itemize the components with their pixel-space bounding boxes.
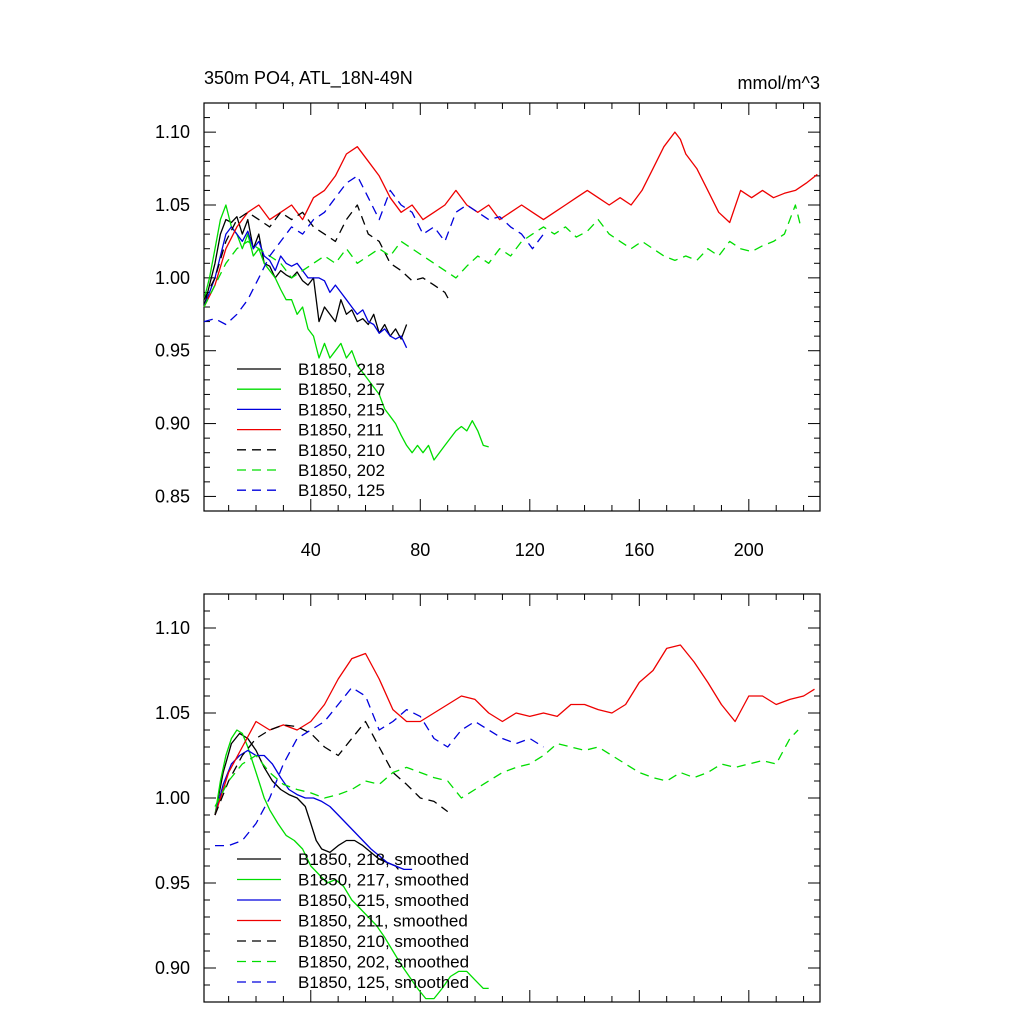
y-tick-label: 1.00 (155, 268, 190, 288)
x-tick-label: 80 (410, 540, 430, 560)
y-tick-label: 0.95 (155, 341, 190, 361)
legend-label-3: B1850, 211 (298, 421, 384, 440)
y-tick-label: 0.90 (155, 414, 190, 434)
series-line-4 (214, 720, 449, 816)
legend-label-2: B1850, 215, smoothed (298, 891, 469, 910)
series-line-1 (203, 204, 489, 461)
legend-label-6: B1850, 125, smoothed (298, 973, 469, 992)
top-panel-ticks: 0.85 0.90 0.95 1.00 1.05 1.10 40 80 120 160 200 (155, 102, 820, 560)
legend-label-2: B1850, 215 (298, 400, 385, 419)
y-tick-label: 1.05 (155, 703, 190, 723)
x-tick-label: 200 (734, 540, 764, 560)
legend-label-0: B1850, 218 (298, 360, 385, 379)
legend-label-4: B1850, 210, smoothed (298, 932, 469, 951)
series-line-4 (203, 204, 451, 303)
top-panel-title: 350m PO4, ATL_18N-49N (204, 68, 413, 89)
y-tick-label: 1.10 (155, 618, 190, 638)
series-line-3 (203, 131, 818, 308)
series-line-3 (214, 644, 815, 816)
legend-label-3: B1850, 211, smoothed (298, 912, 468, 931)
legend-label-0: B1850, 218, smoothed (298, 850, 469, 869)
series-line-2 (203, 226, 408, 349)
y-tick-label: 1.10 (155, 122, 190, 142)
series-line-0 (203, 216, 408, 340)
legend-label-5: B1850, 202 (298, 461, 385, 480)
legend-label-5: B1850, 202, smoothed (298, 953, 469, 972)
bottom-panel-ticks: 0.90 0.95 1.00 1.05 1.10 (155, 593, 820, 1003)
legend-label-4: B1850, 210 (298, 441, 385, 460)
series-line-5 (214, 729, 799, 807)
series-line-1 (214, 729, 489, 1000)
x-tick-label: 120 (515, 540, 545, 560)
series-line-5 (203, 204, 802, 308)
legend-label-6: B1850, 125 (298, 481, 385, 500)
bottom-panel-legend: B1850, 218, smoothed B1850, 217, smoothed… (237, 850, 469, 992)
x-tick-label: 40 (301, 540, 321, 560)
top-panel: 350m PO4, ATL_18N-49N mmol/m^3 0.850.900… (155, 68, 821, 560)
y-tick-label: 1.05 (155, 195, 190, 215)
bottom-panel: 0.90 0.95 1.00 1.05 1.10 B1850, 218, smoothe… (155, 593, 821, 1003)
top-panel-series (203, 131, 818, 461)
y-tick-label: 0.95 (155, 873, 190, 893)
x-tick-label: 160 (624, 540, 654, 560)
series-line-2 (214, 749, 413, 871)
legend-label-1: B1850, 217 (298, 380, 385, 399)
series-line-6 (203, 175, 545, 326)
top-panel-units: mmol/m^3 (738, 73, 820, 93)
bottom-panel-series (214, 644, 815, 1000)
y-tick-label: 0.85 (155, 486, 190, 506)
y-tick-label: 1.00 (155, 788, 190, 808)
series-line-6 (215, 686, 544, 847)
top-panel-frame (203, 102, 821, 512)
y-tick-label: 0.90 (155, 958, 190, 978)
series-line-0 (214, 732, 399, 870)
legend-label-1: B1850, 217, smoothed (298, 871, 469, 890)
